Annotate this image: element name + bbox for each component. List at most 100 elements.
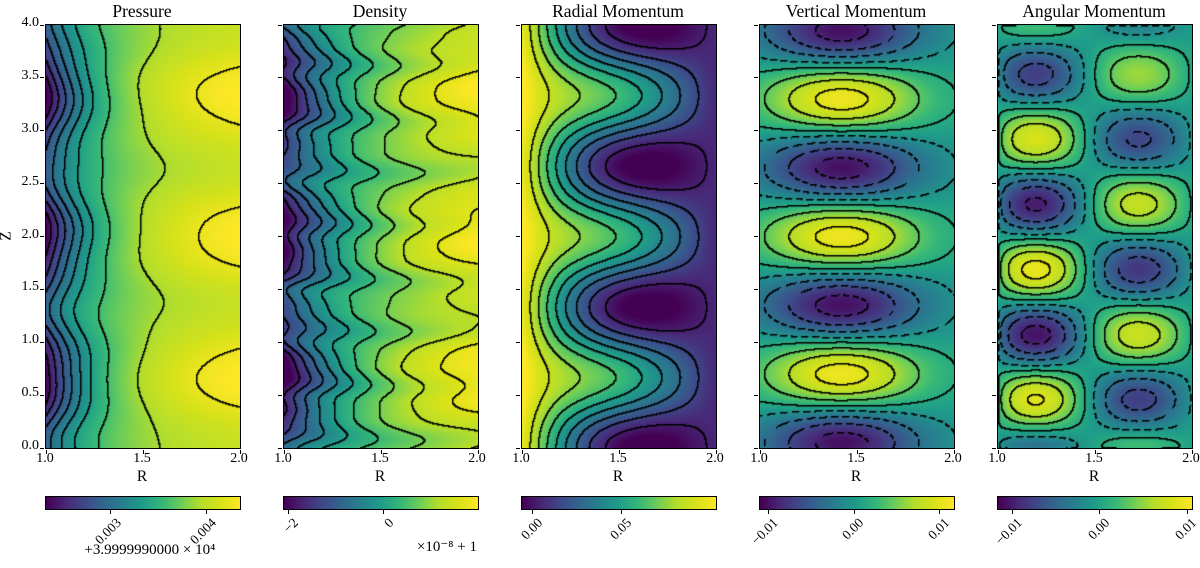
y-tick (516, 130, 520, 132)
colorbar-tick (288, 510, 290, 514)
y-tick (754, 24, 758, 26)
x-tick (759, 450, 761, 454)
colorbar-tick (1012, 510, 1014, 514)
colorbar-canvas (998, 497, 1192, 509)
x-tick (618, 450, 620, 454)
colorbar-tick (110, 510, 112, 514)
x-tick (715, 450, 717, 454)
colorbar-tick-label-text: 0.00 (1085, 515, 1113, 543)
colorbar-tick (938, 510, 940, 514)
colorbar-frame (45, 496, 241, 510)
y-tick (754, 288, 758, 290)
x-tick-label: 1.5 (847, 451, 865, 466)
panel-radial: Radial Momentum 1.0 1.5 2.0 R 0.00 0.05 (512, 0, 724, 568)
axis-label-r: R (136, 468, 148, 485)
x-tick-label: 2.0 (706, 451, 724, 466)
y-tick (40, 77, 44, 79)
y-tick (754, 341, 758, 343)
panel-title: Vertical Momentum (785, 1, 927, 21)
y-tick (992, 341, 996, 343)
panel-title: Radial Momentum (552, 1, 684, 21)
panel-title: Angular Momentum (1022, 1, 1166, 21)
panel-pressure: Pressure 4.0 3.5 3.0 2.5 2.0 1.5 1.0 0.5 0.0 1.0 1.… (22, 0, 248, 568)
y-tick (40, 236, 44, 237)
x-tick-label: 1.5 (1085, 451, 1103, 466)
plot-area (278, 24, 479, 454)
y-tick (992, 24, 996, 26)
y-tick (40, 288, 44, 290)
plot-area (992, 24, 1193, 454)
y-tick (278, 77, 282, 79)
y-tick-label: 3.5 (21, 67, 40, 83)
y-tick (516, 77, 520, 79)
panel-angular: Angular Momentum 1.0 1.5 2.0 R −0.01 0.00 0.01 (988, 0, 1200, 568)
y-tick (992, 183, 996, 185)
y-tick (992, 236, 996, 237)
colorbar: 0.00 0.05 (518, 496, 717, 542)
x-tick-label: 1.5 (133, 451, 151, 466)
y-tick (516, 341, 520, 343)
x-tick-label: 1.0 (512, 451, 530, 466)
y-tick (40, 183, 44, 185)
colorbar: 0.003 0.004 +3.9999990000 × 10⁴ (45, 496, 241, 558)
x-tick (521, 450, 523, 454)
colorbar-frame (283, 496, 479, 510)
colorbar-canvas (522, 497, 716, 509)
x-tick-label: 1.0 (274, 451, 292, 466)
x-tick-label: 1.5 (609, 451, 627, 466)
y-tick (516, 24, 520, 26)
plot-area (516, 24, 717, 454)
x-tick-label: 2.0 (468, 451, 486, 466)
colorbar-tick (1099, 510, 1101, 514)
colorbar-frame (997, 496, 1193, 510)
x-tick-label: 2.0 (1182, 451, 1200, 466)
colorbar: −2 0 ×10⁻⁸ + 1 (281, 496, 479, 555)
y-tick (992, 77, 996, 79)
colorbar: −0.01 0.00 0.01 (992, 496, 1200, 548)
axis-label-r: R (374, 468, 386, 485)
x-tick (997, 450, 999, 454)
y-tick-label: 2.0 (21, 226, 40, 242)
y-tick (992, 394, 996, 396)
panel-density: Density 1.0 1.5 2.0 R −2 0 ×10⁻⁸ + 1 (274, 0, 486, 568)
colorbar-tick (1186, 510, 1188, 514)
colorbar: −0.01 0.00 0.01 (749, 496, 955, 548)
y-tick (516, 236, 520, 237)
y-tick (40, 341, 44, 343)
y-tick (278, 341, 282, 343)
y-tick-label: 1.5 (21, 279, 40, 295)
y-tick (278, 447, 282, 449)
colorbar-tick-label-text: 0.01 (924, 515, 953, 543)
colorbar-offset-text: +3.9999990000 × 10⁴ (84, 542, 216, 558)
plot-area (754, 24, 955, 454)
y-tick-label: 4.0 (21, 15, 40, 30)
y-tick (40, 394, 44, 396)
colorbar-tick-label-text: 0.00 (839, 515, 867, 543)
x-tick (45, 450, 47, 454)
y-tick (278, 130, 282, 132)
colorbar-tick-label-text: −0.01 (748, 515, 782, 548)
panel-vertical: Vertical Momentum 1.0 1.5 2.0 R −0.01 0.00 0.01 (749, 0, 962, 568)
axis-label-r: R (612, 468, 624, 485)
x-tick (380, 450, 382, 454)
x-tick-label: 1.0 (988, 451, 1006, 466)
axis-label-r: R (1088, 468, 1100, 485)
colorbar-tick (768, 510, 770, 514)
y-tick (754, 447, 758, 449)
y-tick (992, 288, 996, 290)
colorbar-canvas (760, 497, 954, 509)
colorbar-canvas (284, 497, 478, 509)
colorbar-canvas (46, 497, 240, 509)
y-tick-label: 0.0 (21, 438, 40, 453)
y-tick (516, 288, 520, 290)
y-tick (516, 394, 520, 396)
x-tick (1094, 450, 1096, 454)
y-tick (754, 77, 758, 79)
y-tick (40, 447, 44, 449)
y-tick (278, 183, 282, 185)
colorbar-tick-label-text: 0.00 (517, 515, 546, 543)
y-tick-label: 1.0 (21, 332, 40, 348)
colorbar-tick (532, 510, 534, 514)
x-tick (239, 450, 241, 454)
x-tick-label: 2.0 (944, 451, 962, 466)
